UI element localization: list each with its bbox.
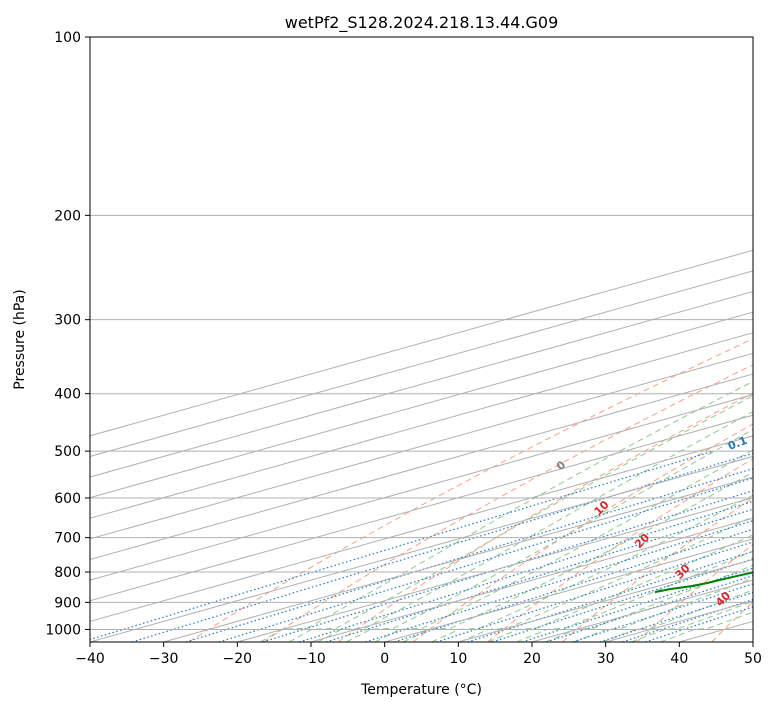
isotherm-line — [90, 249, 753, 437]
isotherm-line — [163, 476, 753, 642]
x-tick-label: −40 — [75, 651, 105, 667]
mixing-ratio-line — [131, 452, 753, 642]
isotherm-line — [605, 600, 753, 642]
x-tick-label: 40 — [670, 651, 688, 667]
moist-adiabat-line — [374, 449, 753, 642]
x-tick-label: 20 — [523, 651, 541, 667]
y-tick-label: 900 — [54, 595, 81, 611]
y-tick-label: 100 — [54, 30, 81, 46]
y-tick-label: 800 — [54, 565, 81, 581]
isotherm-line — [90, 414, 753, 602]
mixing-ratio-line — [185, 467, 753, 642]
isotherm-line — [384, 538, 753, 642]
isotherm-line — [90, 373, 753, 561]
dry-adiabat-line — [561, 497, 753, 642]
isotherm-line — [237, 497, 753, 642]
isotherm-line — [90, 311, 753, 499]
dry-adiabat-line — [636, 543, 753, 642]
line-labels: -100-90-80-70-60-50-40-30-20-100.10.20.4… — [554, 434, 749, 609]
isotherm-line — [752, 641, 753, 642]
isotherm-line — [90, 290, 753, 478]
x-tick-label: −10 — [296, 651, 326, 667]
mixing-ratio-line — [90, 450, 714, 641]
y-axis-title: Pressure (hPa) — [12, 289, 28, 389]
mixing-ratio-line — [572, 583, 753, 642]
dry-adiabat-line — [412, 423, 753, 642]
moist-adiabat-line — [317, 411, 753, 642]
y-tick-label: 1000 — [45, 622, 81, 638]
moist-adiabat-line — [346, 428, 753, 642]
chart-title: wetPf2_S128.2024.218.13.44.G09 — [285, 13, 559, 33]
isotherm-line — [90, 394, 753, 581]
mixing-ratio-line — [299, 500, 753, 642]
y-tick-label: 300 — [54, 313, 81, 329]
temperature-profile-line — [769, 37, 775, 592]
moist-adiabat-line — [544, 564, 753, 642]
isotherm-line — [310, 517, 753, 642]
moist-adiabat-line — [288, 395, 753, 642]
mixing-ratio-line — [394, 528, 753, 642]
dry-adiabat-line — [711, 601, 753, 642]
mixing-ratio-line — [546, 574, 753, 642]
plot-frame — [89, 36, 754, 643]
isotherm-line — [90, 435, 753, 622]
x-tick-label: 0 — [380, 651, 389, 667]
moist-adiabat-line — [516, 550, 753, 642]
isotherm-line — [90, 352, 753, 540]
y-axis: 100 200 300 400 500 600 700 800 900 1000 — [45, 30, 90, 638]
x-axis-title: Temperature (°C) — [360, 682, 482, 698]
dry-adiabat-line — [337, 392, 753, 642]
dry-adiabat-line — [487, 458, 753, 642]
y-tick-label: 700 — [54, 531, 81, 547]
mixing-ratio-line — [599, 591, 753, 642]
isotherm-line — [90, 455, 753, 642]
background-lines — [90, 37, 753, 642]
x-tick-label: 10 — [449, 651, 467, 667]
x-tick-label: 50 — [744, 651, 762, 667]
y-tick-label: 600 — [54, 491, 81, 507]
mixing-ratio-line — [365, 520, 753, 642]
mixing-ratio-label: 0.1 — [726, 434, 749, 453]
x-tick-label: −30 — [149, 651, 179, 667]
dry-adiabat-line — [188, 338, 753, 642]
x-tick-label: −20 — [223, 651, 253, 667]
isotherm-line — [90, 332, 753, 519]
moist-adiabat-line — [259, 380, 753, 642]
moist-adiabat-line — [402, 471, 753, 642]
isotherm-line — [90, 270, 753, 457]
y-tick-label: 500 — [54, 444, 81, 460]
dry-adiabat-label: 30 — [673, 561, 693, 581]
x-tick-label: 30 — [597, 651, 615, 667]
y-tick-label: 400 — [54, 387, 81, 403]
mixing-ratio-line — [521, 567, 753, 642]
y-tick-label: 200 — [54, 208, 81, 224]
x-axis: −40 −30 −20 −10 0 10 20 30 40 50 — [75, 642, 762, 667]
